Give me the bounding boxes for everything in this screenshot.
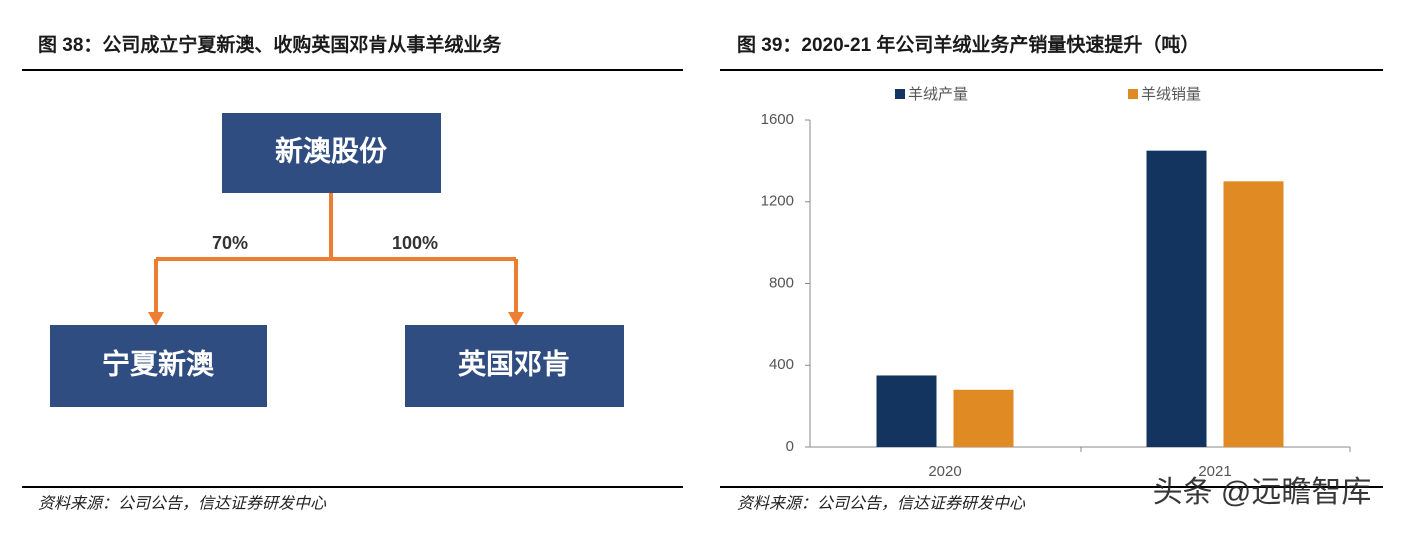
bar bbox=[1223, 181, 1284, 447]
node-box bbox=[405, 325, 624, 407]
bar bbox=[1146, 150, 1207, 447]
node-label: 新澳股份 bbox=[275, 135, 387, 166]
x-tick-label: 2021 bbox=[1198, 463, 1231, 480]
x-tick-label: 2020 bbox=[928, 463, 961, 480]
source: 资料来源：公司公告，信达证券研发中心 bbox=[38, 494, 327, 513]
node-label: 英国邓肯 bbox=[458, 348, 570, 379]
legend-label: 羊绒产量 bbox=[908, 86, 968, 103]
chart-title: 图 39：2020-21 年公司羊绒业务产销量快速提升（吨） bbox=[737, 33, 1199, 56]
edge-label: 70% bbox=[212, 233, 248, 253]
arrow bbox=[148, 312, 164, 326]
legend-swatch bbox=[895, 89, 905, 99]
bar bbox=[876, 375, 937, 447]
legend-label: 羊绒销量 bbox=[1141, 86, 1201, 103]
arrow bbox=[508, 312, 524, 326]
node-box bbox=[222, 113, 441, 193]
node-box bbox=[50, 325, 267, 407]
watermark: 头条 @远瞻智库 bbox=[1153, 476, 1372, 509]
legend-swatch bbox=[1128, 89, 1138, 99]
y-tick-label: 800 bbox=[769, 274, 794, 291]
y-tick-label: 400 bbox=[769, 356, 794, 373]
edge-label: 100% bbox=[392, 233, 438, 253]
diagram-title: 图 38：公司成立宁夏新澳、收购英国邓肯从事羊绒业务 bbox=[38, 33, 502, 56]
y-tick-label: 1200 bbox=[761, 193, 794, 210]
y-tick-label: 0 bbox=[786, 438, 794, 455]
y-tick-label: 1600 bbox=[761, 111, 794, 128]
bar bbox=[953, 389, 1014, 447]
source: 资料来源：公司公告，信达证券研发中心 bbox=[737, 494, 1026, 513]
node-label: 宁夏新澳 bbox=[102, 347, 215, 379]
connectors bbox=[154, 193, 518, 314]
